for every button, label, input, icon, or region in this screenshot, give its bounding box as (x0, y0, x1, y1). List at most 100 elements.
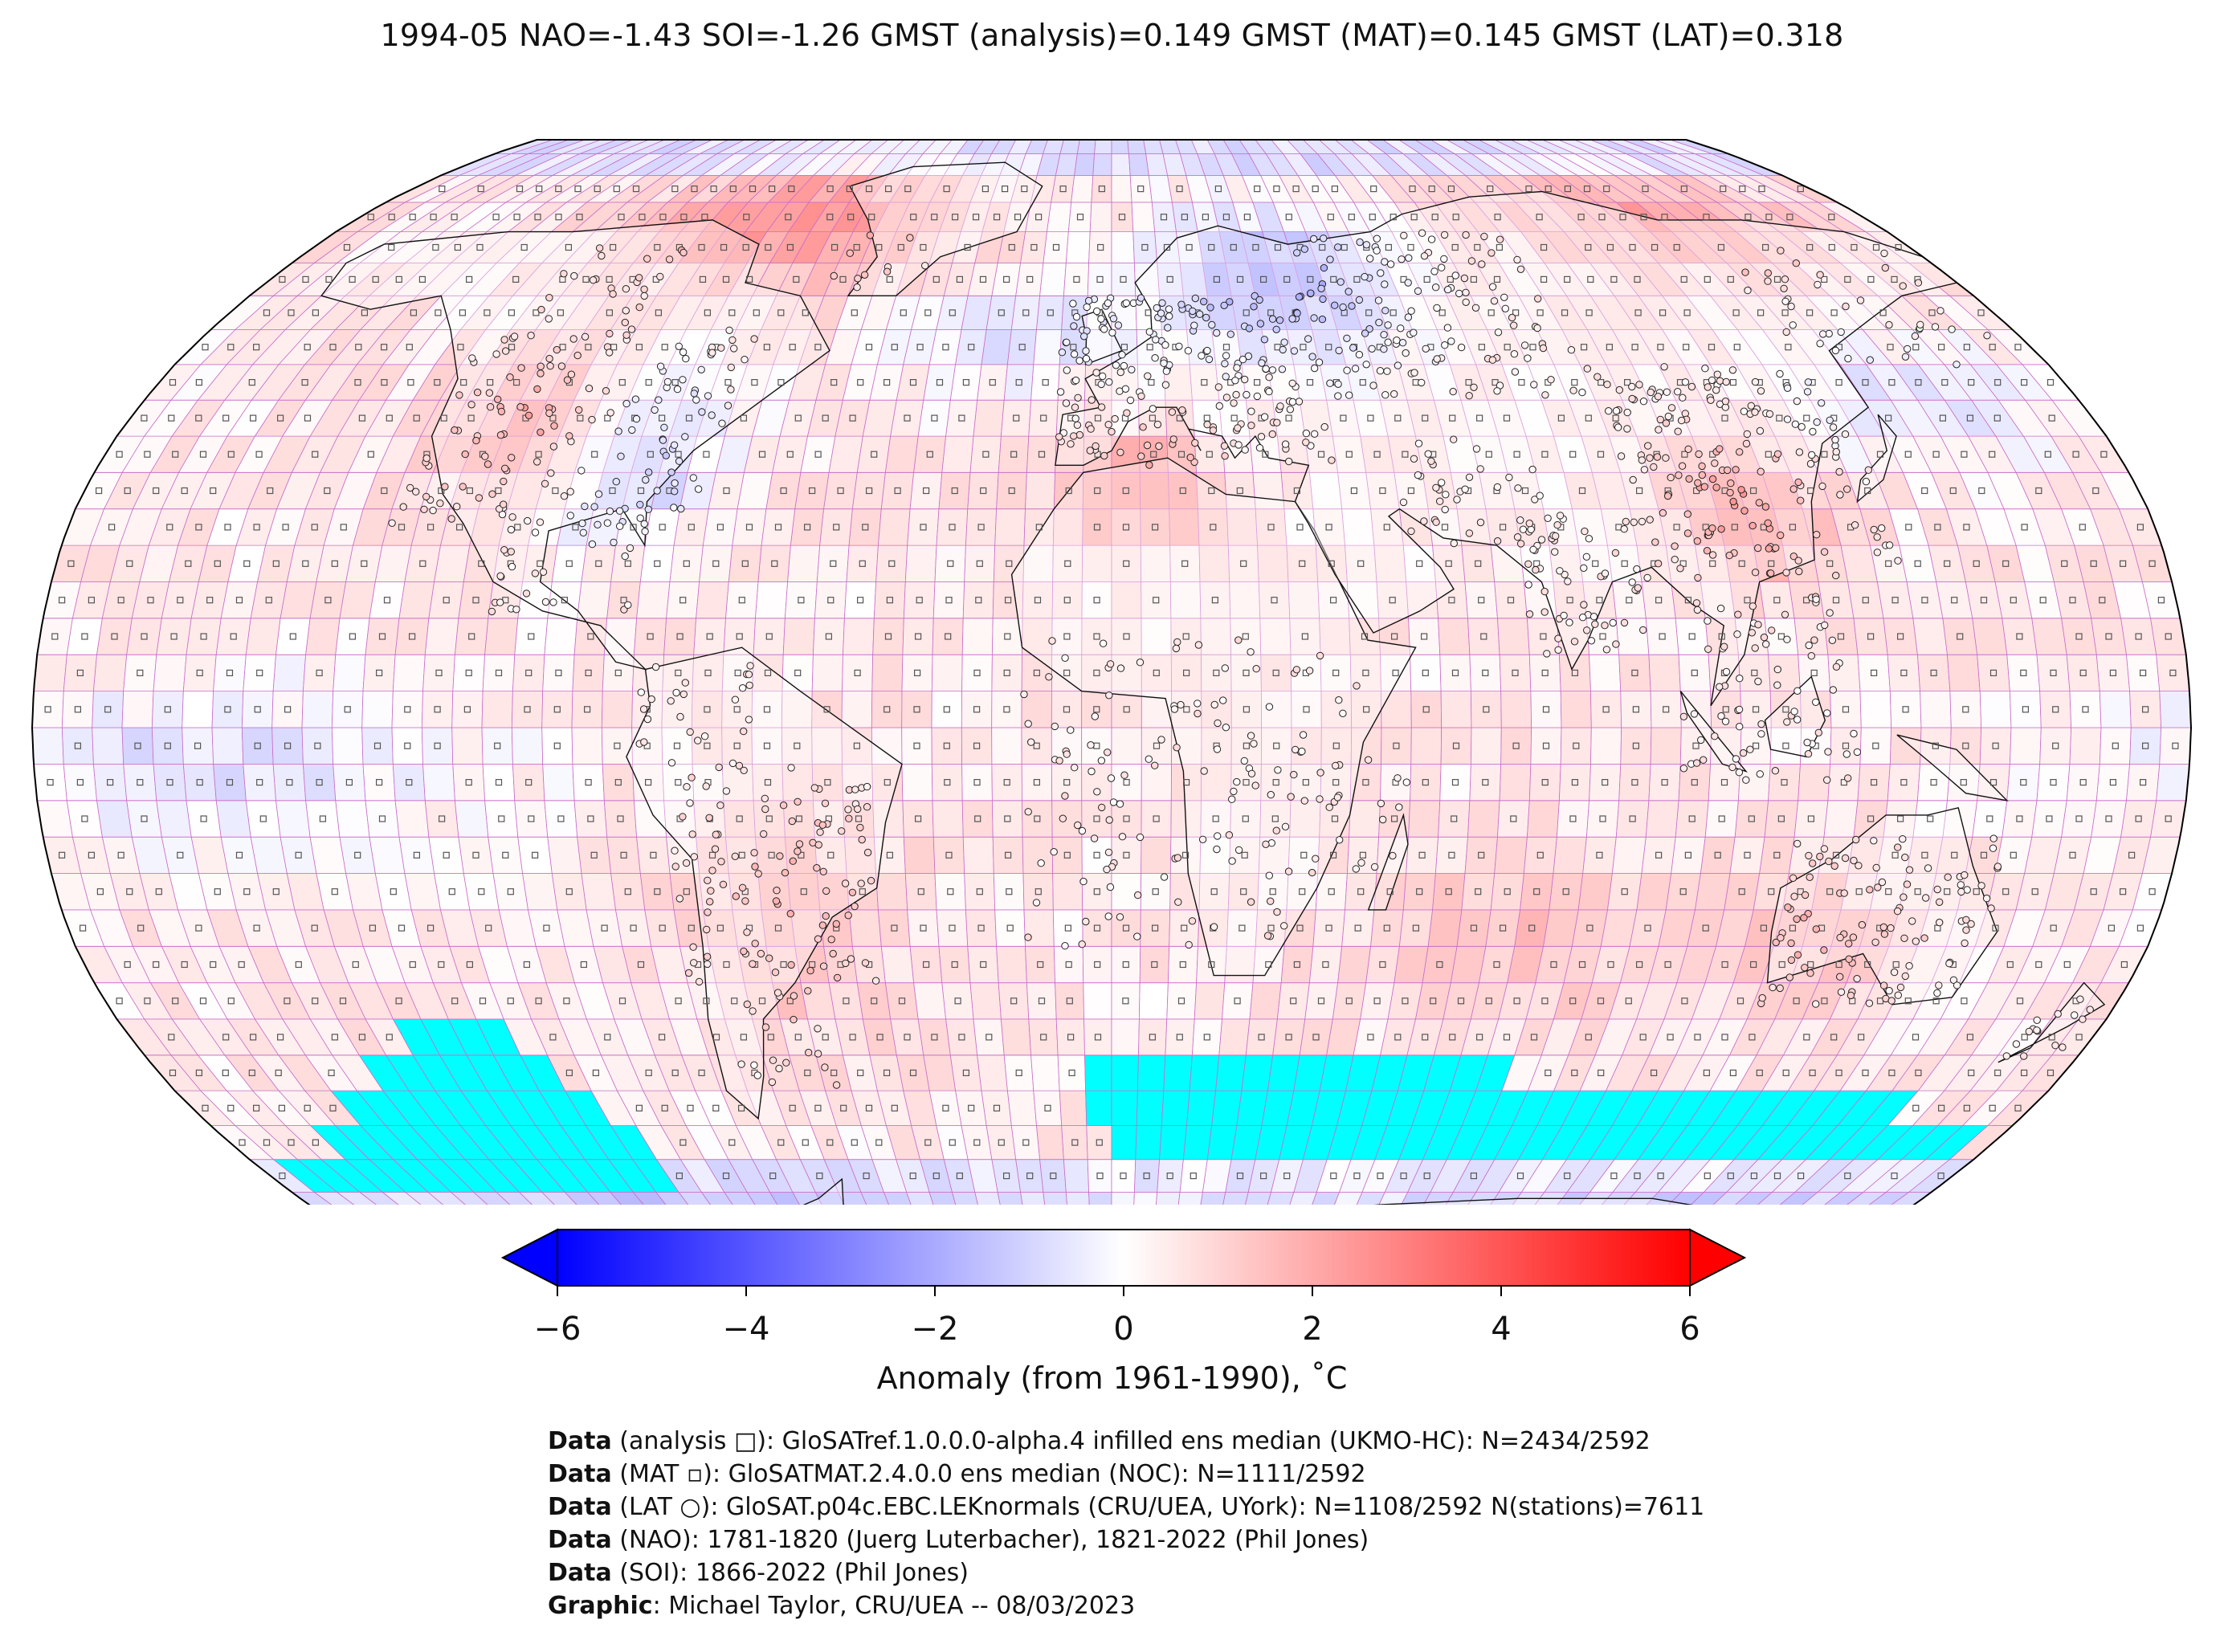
station-marker (1674, 388, 1682, 396)
grid-cell (1530, 691, 1562, 728)
station-marker (1773, 450, 1782, 458)
station-marker (1418, 378, 1426, 387)
station-marker (1200, 297, 1208, 306)
station-marker (651, 406, 659, 414)
station-marker (1611, 549, 1620, 557)
station-marker (1361, 272, 1369, 281)
station-marker (1554, 634, 1562, 642)
station-marker (761, 805, 769, 814)
station-marker (1862, 477, 1871, 486)
grid-cell (126, 618, 162, 655)
station-marker (704, 908, 712, 916)
station-marker (1659, 509, 1667, 517)
station-marker (1114, 321, 1123, 329)
grid-cell (1467, 800, 1500, 838)
grid-cell (1827, 654, 1861, 691)
station-marker (1097, 380, 1105, 389)
station-marker (1743, 430, 1752, 438)
grid-cell (1830, 691, 1862, 728)
station-marker (1615, 385, 1624, 394)
station-marker (1570, 638, 1579, 646)
station-marker (708, 411, 716, 419)
station-marker (1067, 726, 1075, 734)
station-marker (1165, 305, 1173, 313)
grid-cell (156, 800, 192, 838)
station-marker (833, 973, 842, 982)
station-marker (851, 902, 859, 911)
grid-cell (967, 945, 999, 984)
grid-cell (1111, 764, 1142, 802)
station-marker (1402, 349, 1410, 357)
station-marker (1099, 639, 1108, 647)
grid-cell (1341, 909, 1375, 947)
station-marker (1184, 347, 1193, 355)
station-marker (1070, 322, 1078, 330)
station-marker (697, 365, 705, 373)
grid-cell (572, 654, 605, 691)
grid-cell (571, 727, 603, 765)
station-marker (1186, 453, 1194, 462)
grid-cell (993, 873, 1025, 911)
station-marker (1245, 324, 1254, 332)
grid-cell (945, 399, 978, 437)
grid-cell (1560, 691, 1592, 728)
station-marker (716, 802, 724, 810)
grid-cell (1182, 1125, 1213, 1160)
grid-cell (482, 764, 516, 802)
station-marker (1721, 398, 1730, 406)
station-marker (1067, 440, 1075, 448)
grid-cell (1127, 140, 1147, 154)
station-marker (1071, 376, 1080, 385)
grid-cell (1089, 202, 1112, 232)
station-marker (1161, 381, 1170, 389)
station-marker (1634, 584, 1642, 592)
map-title: 1994-05 NAO=-1.43 SOI=-1.26 GMST (analys… (380, 18, 1844, 53)
station-marker (1589, 613, 1598, 621)
grid-cell (2039, 691, 2072, 728)
station-marker (1729, 497, 1737, 506)
grid-cell (577, 581, 612, 619)
grid-cell (123, 654, 157, 691)
station-marker (1108, 427, 1116, 436)
station-marker (1071, 403, 1079, 411)
station-marker (1717, 525, 1725, 533)
station-marker (732, 892, 740, 900)
station-marker (1161, 341, 1169, 349)
station-marker (1213, 328, 1221, 337)
station-marker (717, 344, 725, 352)
station-marker (1087, 425, 1095, 433)
grid-cell (1131, 202, 1156, 232)
station-marker (1191, 438, 1199, 447)
station-marker (1761, 503, 1770, 511)
station-marker (1265, 387, 1273, 396)
grid-cell (633, 618, 667, 655)
station-marker (1567, 346, 1576, 354)
station-marker (1609, 618, 1617, 627)
station-marker (679, 348, 688, 357)
station-marker (675, 457, 684, 465)
station-marker (1471, 304, 1480, 312)
station-marker (1221, 452, 1229, 460)
station-marker (1756, 426, 1765, 435)
grid-cell (213, 764, 247, 802)
station-marker (1430, 267, 1438, 275)
station-marker (704, 960, 712, 969)
station-marker (724, 402, 732, 410)
station-marker (453, 503, 461, 511)
station-marker (1478, 260, 1486, 268)
station-marker (1534, 295, 1542, 303)
grid-cell (1030, 1054, 1060, 1091)
station-marker (595, 244, 604, 252)
station-marker (1663, 388, 1671, 396)
grid-cell (851, 945, 886, 984)
station-marker (1355, 296, 1364, 304)
grid-cell (851, 471, 886, 510)
station-marker (1620, 525, 1628, 533)
grid-cell (1553, 836, 1587, 874)
grid-cell (421, 691, 454, 728)
station-marker (750, 849, 758, 857)
station-marker (684, 969, 693, 977)
grid-cell (1081, 727, 1112, 765)
station-marker (854, 805, 862, 814)
station-marker (1685, 475, 1693, 483)
